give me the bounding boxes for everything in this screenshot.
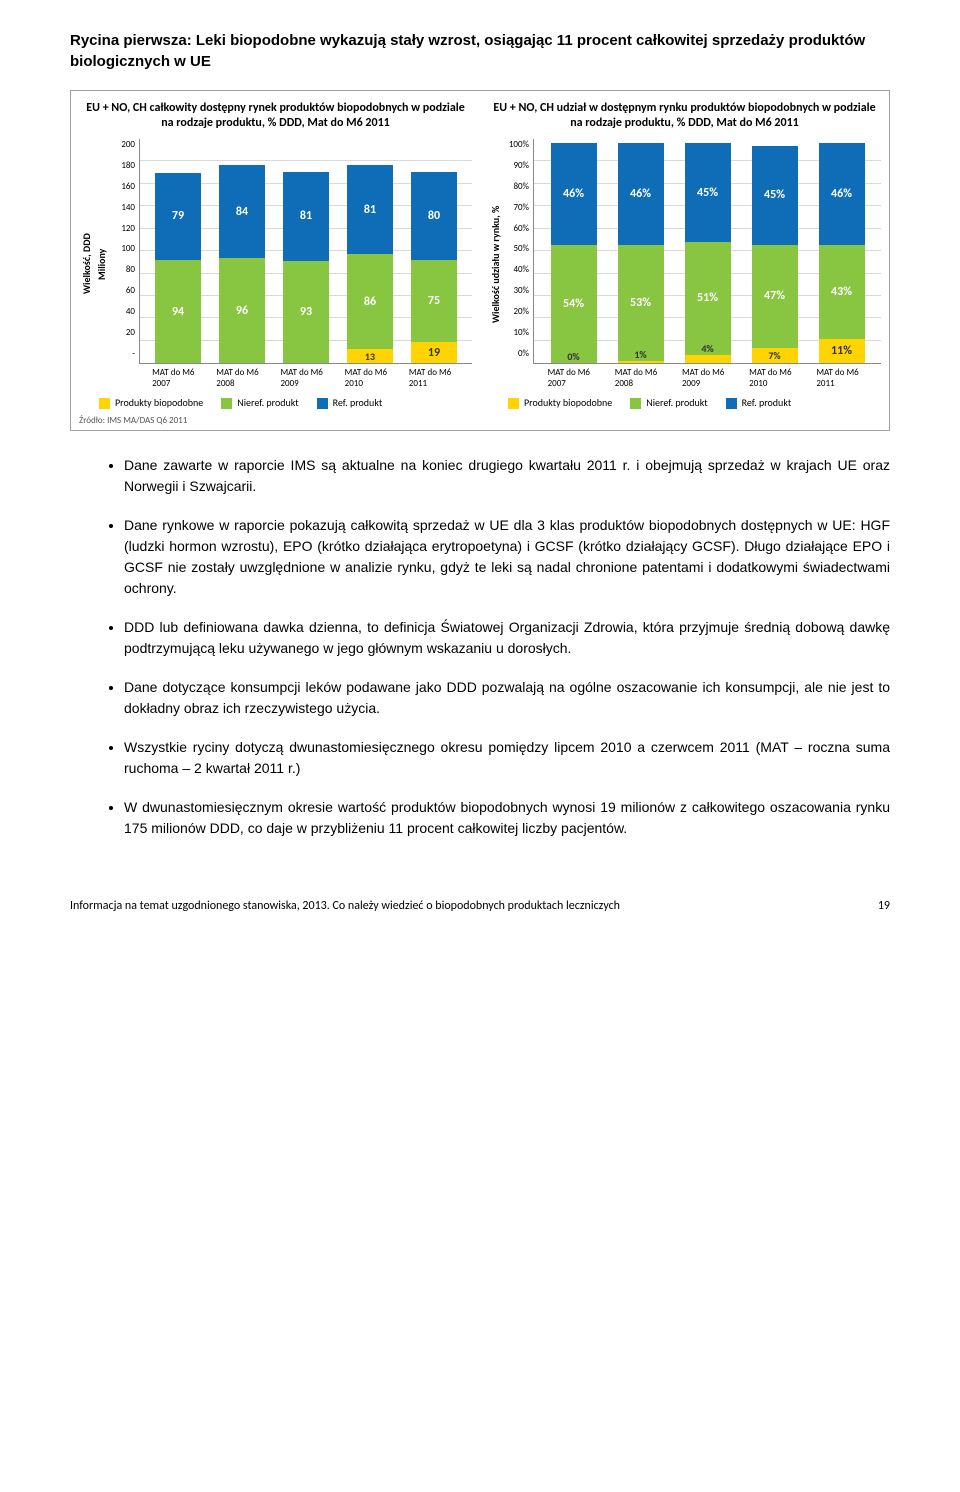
page-footer: Informacja na temat uzgodnionego stanowi…: [70, 899, 890, 913]
legend-label: Ref. produkt: [742, 397, 792, 409]
x-axis-label: MAT do M6 2011: [816, 368, 866, 389]
legend-item: Nieref. produkt: [630, 397, 707, 409]
legend-label: Produkty biopodobne: [115, 397, 203, 409]
bullet-item: DDD lub definiowana dawka dzienna, to de…: [124, 617, 890, 659]
bullet-item: Dane rynkowe w raporcie pokazują całkowi…: [124, 515, 890, 599]
x-axis-label: MAT do M6 2009: [280, 368, 330, 389]
x-axis-label: MAT do M6 2011: [409, 368, 459, 389]
y-axis-outer-label: Wielkość, DDD: [79, 139, 94, 389]
y-axis-right: 100%90%80%70%60%50%40%30%20%10%0%: [503, 139, 533, 359]
legend-swatch: [508, 398, 519, 409]
legend-item: Ref. produkt: [317, 397, 383, 409]
bar-group: 46%53%1%: [618, 143, 664, 363]
x-axis-label: MAT do M6 2007: [548, 368, 598, 389]
chart-right: EU + NO, CH udział w dostępnym rynku pro…: [488, 101, 881, 409]
bullet-item: Dane zawarte w raporcie IMS są aktualne …: [124, 455, 890, 497]
legend-label: Ref. produkt: [333, 397, 383, 409]
x-axis-label: MAT do M6 2007: [152, 368, 202, 389]
legend-label: Produkty biopodobne: [524, 397, 612, 409]
bar-group: 807519: [411, 172, 457, 363]
plot-area-left: 7994 8496 8193 818613 807519: [139, 139, 472, 364]
bullet-item: Dane dotyczące konsumpcji leków podawane…: [124, 677, 890, 719]
x-axis-label: MAT do M6 2010: [345, 368, 395, 389]
legend-item: Produkty biopodobne: [508, 397, 612, 409]
bar-group: 818613: [347, 165, 393, 363]
bar-group: 8496: [219, 165, 265, 363]
x-axis-label: MAT do M6 2008: [216, 368, 266, 389]
bar-group: 7994: [155, 173, 201, 363]
x-labels-right: MAT do M6 2007 MAT do M6 2008 MAT do M6 20…: [533, 364, 881, 389]
y-axis-left: 20018016014012010080604020-: [109, 139, 139, 359]
legend-right: Produkty biopodobne Nieref. produkt Ref. p…: [488, 389, 881, 409]
legend-swatch: [99, 398, 110, 409]
page-title: Rycina pierwsza: Leki biopodobne wykazuj…: [70, 30, 890, 72]
legend-item: Produkty biopodobne: [99, 397, 203, 409]
bar-group: 45%51%4%: [685, 143, 731, 363]
x-axis-label: MAT do M6 2010: [749, 368, 799, 389]
bullet-list: Dane zawarte w raporcie IMS są aktualne …: [70, 455, 890, 839]
legend-item: Ref. produkt: [726, 397, 792, 409]
footer-text: Informacja na temat uzgodnionego stanowi…: [70, 899, 620, 913]
x-labels-left: MAT do M6 2007 MAT do M6 2008 MAT do M6 20…: [139, 364, 472, 389]
legend-left: Produkty biopodobne Nieref. produkt Ref. p…: [79, 389, 472, 409]
bar-group: 46%54%0%: [551, 143, 597, 363]
bar-group: 46%43%11%: [819, 143, 865, 363]
bar-group: 45%47%7%: [752, 146, 798, 364]
legend-label: Nieref. produkt: [646, 397, 707, 409]
bullet-item: W dwunastomiesięcznym okresie wartość pr…: [124, 797, 890, 839]
legend-swatch: [317, 398, 328, 409]
chart-left-title: EU + NO, CH całkowity dostępny rynek pro…: [79, 101, 472, 131]
legend-label: Nieref. produkt: [237, 397, 298, 409]
legend-item: Nieref. produkt: [221, 397, 298, 409]
bullet-item: Wszystkie ryciny dotyczą dwunastomiesięc…: [124, 737, 890, 779]
chart-right-title: EU + NO, CH udział w dostępnym rynku pro…: [488, 101, 881, 131]
legend-swatch: [726, 398, 737, 409]
chart-container: EU + NO, CH całkowity dostępny rynek pro…: [70, 90, 890, 431]
x-axis-label: MAT do M6 2008: [615, 368, 665, 389]
x-axis-label: MAT do M6 2009: [682, 368, 732, 389]
chart-left: EU + NO, CH całkowity dostępny rynek pro…: [79, 101, 472, 409]
legend-swatch: [221, 398, 232, 409]
y-axis-right-label: Wielkość udziału w rynku, %: [488, 139, 503, 389]
chart-source: Źródło: IMS MA/DAS Q6 2011: [79, 415, 881, 426]
y-axis-inner-label: Miliony: [94, 139, 109, 389]
page-number: 19: [878, 899, 890, 913]
plot-area-right: 46%54%0% 46%53%1% 45%51%4% 45%47%7% 46%43%11…: [533, 139, 881, 364]
bar-group: 8193: [283, 172, 329, 363]
legend-swatch: [630, 398, 641, 409]
